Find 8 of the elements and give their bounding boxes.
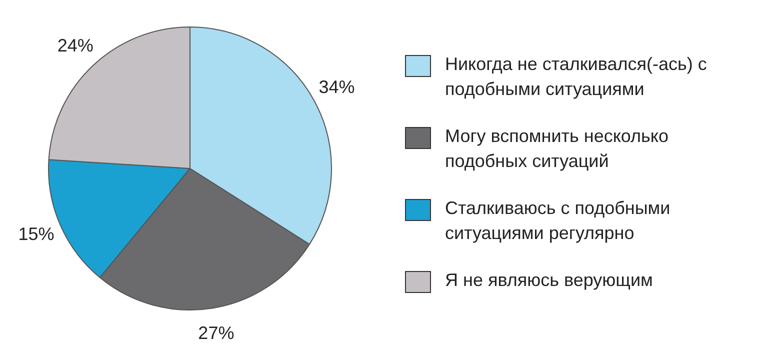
legend-label: Сталкиваюсь с подобными ситуациями регулярно <box>445 197 672 245</box>
legend-label: Я не являюсь верующим <box>445 269 653 292</box>
legend-label: Никогда не сталкивался(-ась) с подобными ситуациями <box>445 53 708 101</box>
data-label: 34% <box>318 76 355 97</box>
data-label: 15% <box>18 224 54 244</box>
data-label: 24% <box>57 35 94 56</box>
data-label: 27% <box>198 322 234 343</box>
legend-label: Могу вспомнить несколько подобных ситуаций <box>445 125 670 173</box>
